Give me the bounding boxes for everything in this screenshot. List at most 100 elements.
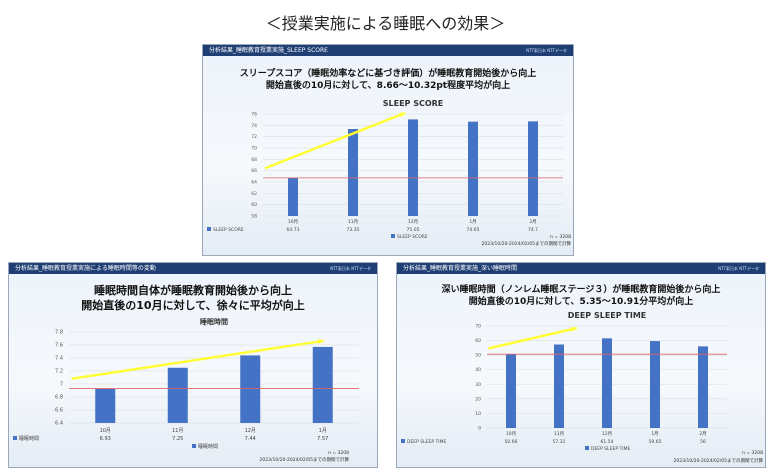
legend-label: SLEEP SCORE — [213, 227, 244, 233]
slide-header: 分析結果_睡眠教育授業実施_深い睡眠時間 NTT東日本 NTTデータ — [397, 263, 765, 274]
chart-title: 睡眠時間 — [200, 318, 228, 326]
bar — [528, 121, 538, 216]
slide-header: 分析結果_睡眠教育授業実施による睡眠時間等の変動 NTT東日本 NTTデータ — [9, 263, 377, 274]
y-tick-label: 10 — [475, 411, 481, 417]
y-tick-label: 50 — [475, 353, 481, 359]
data-label: 56 — [700, 439, 706, 445]
x-tick-label: 11月 — [172, 428, 183, 434]
data-label: 7.44 — [245, 436, 256, 442]
data-label: 57.31 — [553, 439, 566, 445]
period-note: 2023/10/20-2024/02/05までの期間で計算 — [260, 456, 350, 463]
y-tick-label: 7.2 — [55, 369, 63, 375]
data-label: 74.7 — [528, 227, 538, 233]
bar — [288, 177, 298, 216]
y-tick-label: 70 — [251, 146, 257, 152]
bar — [240, 355, 261, 423]
x-tick-label: 1月 — [469, 219, 476, 225]
legend-label: 睡眠時間 — [198, 443, 218, 450]
y-tick-label: 62 — [251, 191, 257, 197]
x-tick-label: 1月 — [651, 431, 658, 437]
slide-deep-sleep: 分析結果_睡眠教育授業実施_深い睡眠時間 NTT東日本 NTTデータ 深い睡眠時… — [396, 262, 766, 468]
x-tick-label: 10月 — [288, 219, 298, 225]
chart-group: SLEEP SCORE 58 60 62 64 66 68 70 72 74 76 10月 64.73 1… — [207, 99, 571, 247]
chart-group: DEEP SLEEP TIME 0 10 20 30 40 50 60 70 10月 50.66 11… — [401, 312, 763, 464]
x-tick-label: 2月 — [699, 431, 706, 437]
subtitle-line-2: 開始直後の10月に対して、8.66〜10.32pt程度平均が向上 — [265, 81, 511, 91]
y-tick-label: 30 — [475, 382, 481, 388]
legend-label: SLEEP SCORE — [397, 234, 428, 240]
trend-arrow-line — [488, 327, 578, 350]
bar — [506, 354, 516, 428]
y-tick-label: 72 — [251, 134, 257, 140]
period-note: 2023/10/20-2024/02/05までの期間で計算 — [482, 240, 572, 247]
data-label: 50.66 — [505, 439, 518, 445]
company-logos: NTT東日本 NTTデータ — [718, 266, 759, 271]
bar — [95, 388, 116, 423]
sample-size-note: n = 3208 — [742, 450, 763, 456]
trend-arrow-line — [264, 112, 406, 170]
y-tick-label: 7 — [60, 382, 63, 388]
trend-arrow-head — [399, 112, 406, 118]
sample-size-note: n = 3208 — [328, 450, 349, 456]
period-note: 2023/10/20-2024/02/05までの期間で計算 — [674, 457, 764, 464]
subtitle-line-2: 開始直後の10月に対して、5.35〜10.91分平均が向上 — [468, 297, 694, 307]
x-tick-label: 10月 — [100, 428, 111, 434]
x-tick-label: 12月 — [602, 431, 612, 437]
bar — [348, 129, 358, 216]
subtitle-line-1: 深い睡眠時間（ノンレム睡眠ステージ３）が睡眠教育開始後から向上 — [441, 285, 721, 295]
y-tick-label: 74 — [251, 123, 257, 129]
data-label: 6.93 — [100, 436, 111, 442]
chart-group: 睡眠時間 6.4 6.6 6.8 7 7.2 7.4 7.6 7.8 10月 6.93 11月 7.25… — [13, 318, 359, 463]
slide-body: 深い睡眠時間（ノンレム睡眠ステージ３）が睡眠教育開始後から向上 開始直後の10月… — [397, 274, 765, 467]
legend-label: DEEP SLEEP TIME — [407, 439, 446, 445]
data-label: 7.25 — [172, 436, 183, 442]
y-tick-label: 70 — [475, 324, 481, 330]
legend-swatch — [207, 227, 211, 231]
chart-title: DEEP SLEEP TIME — [568, 312, 647, 320]
bar — [554, 344, 564, 428]
y-tick-label: 66 — [251, 168, 257, 174]
x-tick-label: 10月 — [506, 431, 516, 437]
bar — [602, 338, 612, 428]
x-tick-label: 2月 — [529, 219, 536, 225]
bar — [167, 367, 188, 423]
y-tick-label: 6.6 — [55, 408, 63, 414]
legend-label: DEEP SLEEP TIME — [591, 446, 630, 452]
chart-sleep-duration: 睡眠時間 6.4 6.6 6.8 7 7.2 7.4 7.6 7.8 10月 6.93 11月 7.25… — [13, 318, 359, 463]
chart-deep-sleep: DEEP SLEEP TIME 0 10 20 30 40 50 60 70 10月 50.66 11… — [401, 312, 763, 464]
y-tick-label: 6.4 — [55, 421, 63, 427]
legend-swatch — [585, 446, 589, 450]
sample-size-note: n = 3208 — [550, 234, 571, 240]
legend-swatch — [192, 444, 196, 448]
legend-swatch — [401, 439, 405, 443]
bar — [650, 341, 660, 428]
slide-body: スリープスコア（睡眠効率などに基づき評価）が睡眠教育開始後から向上 開始直後の1… — [203, 56, 573, 255]
y-tick-label: 20 — [475, 396, 481, 402]
data-label: 59.65 — [649, 439, 662, 445]
slide-header-title: 分析結果_睡眠教育授業実施_SLEEP SCORE — [209, 47, 328, 54]
x-tick-label: 11月 — [348, 219, 358, 225]
data-label: 61.54 — [601, 439, 614, 445]
company-logos: NTT東日本 NTTデータ — [526, 48, 567, 53]
data-label: 7.57 — [317, 436, 328, 442]
y-tick-label: 6.8 — [55, 395, 63, 401]
legend-swatch — [391, 234, 395, 238]
bar — [698, 346, 708, 428]
y-tick-label: 7.6 — [55, 343, 63, 349]
bar — [312, 346, 333, 423]
trend-arrow-head — [570, 326, 578, 332]
trend-arrow-head — [318, 339, 325, 344]
y-tick-label: 60 — [251, 202, 257, 208]
subtitle-line-1: 睡眠時間自体が睡眠教育開始後から向上 — [94, 284, 292, 297]
bar — [468, 121, 478, 216]
data-label: 74.65 — [467, 227, 480, 233]
slide-sleep-duration: 分析結果_睡眠教育授業実施による睡眠時間等の変動 NTT東日本 NTTデータ 睡… — [8, 262, 378, 468]
legend-label: 睡眠時間 — [19, 435, 39, 442]
y-tick-label: 40 — [475, 367, 481, 373]
x-tick-label: 12月 — [245, 428, 256, 434]
y-tick-label: 76 — [251, 112, 257, 118]
bar — [408, 119, 418, 216]
y-tick-label: 64 — [251, 180, 257, 186]
x-tick-label: 1月 — [319, 428, 327, 434]
x-tick-label: 11月 — [554, 431, 564, 437]
